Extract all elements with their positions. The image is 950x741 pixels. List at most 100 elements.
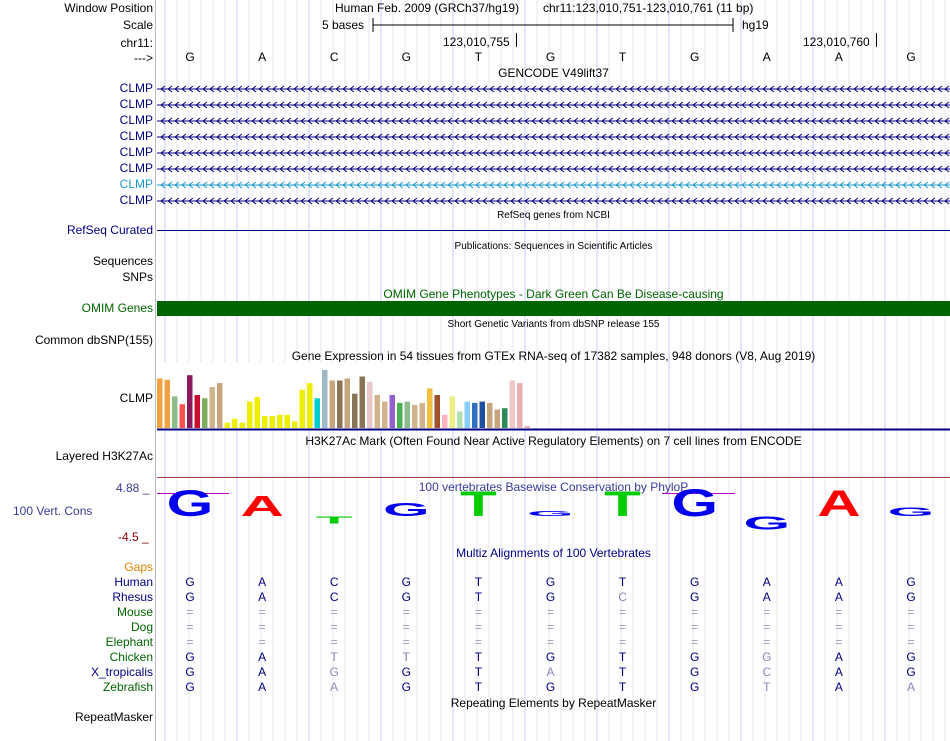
conservation-letter: A — [240, 490, 283, 522]
species-label[interactable]: Mouse — [116, 605, 153, 619]
dbsnp-label[interactable]: Common dbSNP(155) — [34, 333, 153, 347]
gencode-transcript-line[interactable] — [157, 99, 950, 111]
gencode-track-label[interactable]: CLMP — [119, 145, 153, 159]
aligned-base: T — [402, 650, 410, 664]
gencode-track-label[interactable]: CLMP — [119, 129, 153, 143]
aligned-base: = — [474, 635, 482, 649]
conservation-letter: G — [743, 513, 790, 533]
aligned-base: T — [474, 575, 483, 589]
base-letter: C — [329, 50, 339, 64]
omim-label[interactable]: OMIM Genes — [81, 301, 153, 315]
gencode-transcript-line[interactable] — [157, 195, 950, 207]
aligned-base: = — [402, 635, 410, 649]
gtex-tissue-bar — [397, 402, 403, 428]
species-label[interactable]: Human — [114, 575, 153, 589]
coord-right: 123,010,760 — [803, 35, 870, 49]
repeatmasker-label[interactable]: RepeatMasker — [74, 710, 153, 724]
gtex-tissue-bar — [307, 383, 313, 428]
aligned-base: = — [763, 605, 771, 619]
aligned-base: A — [258, 575, 267, 589]
chrom-label: chr11: — [120, 36, 153, 50]
aligned-base: = — [186, 635, 194, 649]
window-position-label: Window Position — [64, 1, 153, 15]
h3k27ac-label[interactable]: Layered H3K27Ac — [55, 449, 153, 463]
strand-arrow-label: ---> — [134, 51, 153, 65]
aligned-base: G — [545, 680, 556, 694]
gencode-track-label[interactable]: CLMP — [119, 97, 153, 111]
gtex-tissue-bar — [202, 398, 208, 428]
gencode-transcript-line[interactable] — [157, 163, 950, 175]
aligned-base: = — [474, 620, 482, 634]
aligned-base: G — [545, 650, 556, 664]
aligned-base: = — [258, 620, 266, 634]
species-label[interactable]: Elephant — [105, 635, 153, 649]
gencode-track-label[interactable]: CLMP — [119, 81, 153, 95]
db-text: hg19 — [742, 18, 769, 32]
aligned-base: = — [546, 605, 554, 619]
aligned-base: C — [329, 590, 339, 604]
gencode-transcript-line[interactable] — [157, 147, 950, 159]
gtex-tissue-bar — [187, 375, 193, 428]
conservation-letter: G — [671, 488, 718, 524]
conservation-logo[interactable]: G A TG T G T G G A G — [157, 488, 950, 544]
refseq-gene-line[interactable] — [157, 230, 950, 231]
gtex-tissue-bar — [487, 402, 493, 428]
gtex-bar-chart[interactable] — [157, 362, 950, 432]
label-column-divider — [155, 0, 156, 741]
conservation-letter: T — [316, 514, 353, 525]
aligned-base: G — [906, 650, 916, 664]
aligned-base: A — [258, 590, 267, 604]
species-label[interactable]: Zebrafish — [102, 680, 153, 694]
gencode-track-label[interactable]: CLMP — [119, 193, 153, 207]
gtex-tissue-bar — [367, 381, 373, 428]
aligned-base: G — [906, 665, 916, 679]
aligned-base: G — [545, 590, 556, 604]
gtex-tissue-bar — [419, 402, 425, 428]
gtex-label[interactable]: CLMP — [119, 391, 153, 405]
repeatmasker-title: Repeating Elements by RepeatMasker — [450, 696, 657, 710]
species-label[interactable]: Dog — [130, 620, 153, 634]
dbsnp-title: Short Genetic Variants from dbSNP releas… — [447, 319, 660, 330]
gtex-tissue-bar — [299, 389, 305, 428]
gtex-tissue-bar — [157, 378, 163, 428]
gencode-transcript-line[interactable] — [157, 179, 950, 191]
gencode-track-label[interactable]: CLMP — [119, 177, 153, 191]
aligned-base: T — [618, 575, 627, 589]
scale-label: Scale — [122, 18, 153, 32]
gtex-tissue-bar — [179, 404, 185, 428]
aligned-base: = — [835, 635, 843, 649]
scale-bar — [372, 18, 734, 32]
aligned-base: T — [474, 665, 483, 679]
conservation-letter: T — [460, 488, 497, 524]
gtex-tissue-bar — [344, 378, 350, 428]
aligned-base: G — [401, 665, 411, 679]
conservation-label[interactable]: 100 Vert. Cons — [13, 504, 93, 518]
h3k27ac-title: H3K27Ac Mark (Often Found Near Active Re… — [305, 434, 802, 448]
species-label[interactable]: Rhesus — [112, 590, 153, 604]
aligned-base: G — [185, 590, 195, 604]
gencode-transcript-line[interactable] — [157, 131, 950, 143]
aligned-base: = — [186, 620, 194, 634]
base-letter: T — [474, 50, 483, 64]
gencode-transcript-line[interactable] — [157, 83, 950, 95]
gtex-tissue-bar — [322, 369, 328, 428]
omim-gene-bar[interactable] — [157, 301, 950, 316]
species-label[interactable]: Chicken — [109, 650, 153, 664]
refseq-label[interactable]: RefSeq Curated — [66, 223, 153, 237]
aligned-base: = — [474, 605, 482, 619]
aligned-base: G — [690, 590, 700, 604]
gencode-track-label[interactable]: CLMP — [119, 113, 153, 127]
gaps-label[interactable]: Gaps — [124, 560, 153, 574]
gencode-track-label[interactable]: CLMP — [119, 161, 153, 175]
aligned-base: T — [618, 680, 627, 694]
gencode-transcript-line[interactable] — [157, 115, 950, 127]
gtex-tissue-bar — [232, 418, 238, 428]
snps-label[interactable]: SNPs — [122, 270, 153, 284]
aligned-base: = — [907, 620, 915, 634]
gtex-tissue-bar — [374, 395, 380, 428]
conservation-letter: A — [817, 488, 860, 524]
species-label[interactable]: X_tropicalis — [90, 665, 153, 679]
aligned-base: A — [834, 650, 843, 664]
base-letter: T — [618, 50, 627, 64]
sequences-label[interactable]: Sequences — [92, 254, 153, 268]
